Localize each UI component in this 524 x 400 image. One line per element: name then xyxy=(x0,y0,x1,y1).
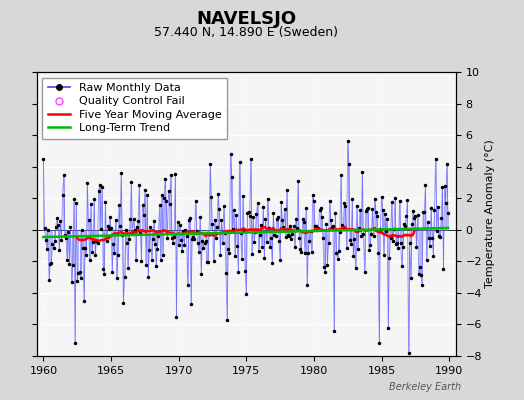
Text: Berkeley Earth: Berkeley Earth xyxy=(389,382,461,392)
Text: NAVELSJO: NAVELSJO xyxy=(196,10,297,28)
Y-axis label: Temperature Anomaly (°C): Temperature Anomaly (°C) xyxy=(485,140,495,288)
Text: 57.440 N, 14.890 E (Sweden): 57.440 N, 14.890 E (Sweden) xyxy=(154,26,339,39)
Legend: Raw Monthly Data, Quality Control Fail, Five Year Moving Average, Long-Term Tren: Raw Monthly Data, Quality Control Fail, … xyxy=(42,78,227,139)
